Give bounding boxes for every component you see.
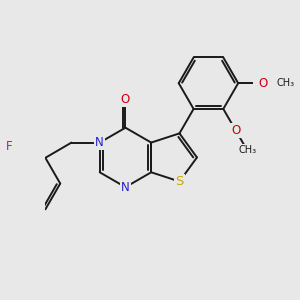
Text: N: N: [121, 181, 130, 194]
Text: CH₃: CH₃: [238, 145, 256, 155]
Text: F: F: [6, 140, 12, 153]
Text: S: S: [175, 175, 184, 188]
Text: O: O: [121, 93, 130, 106]
Text: N: N: [95, 136, 104, 149]
Text: O: O: [231, 124, 241, 137]
Text: CH₃: CH₃: [277, 78, 295, 88]
Text: O: O: [259, 77, 268, 90]
